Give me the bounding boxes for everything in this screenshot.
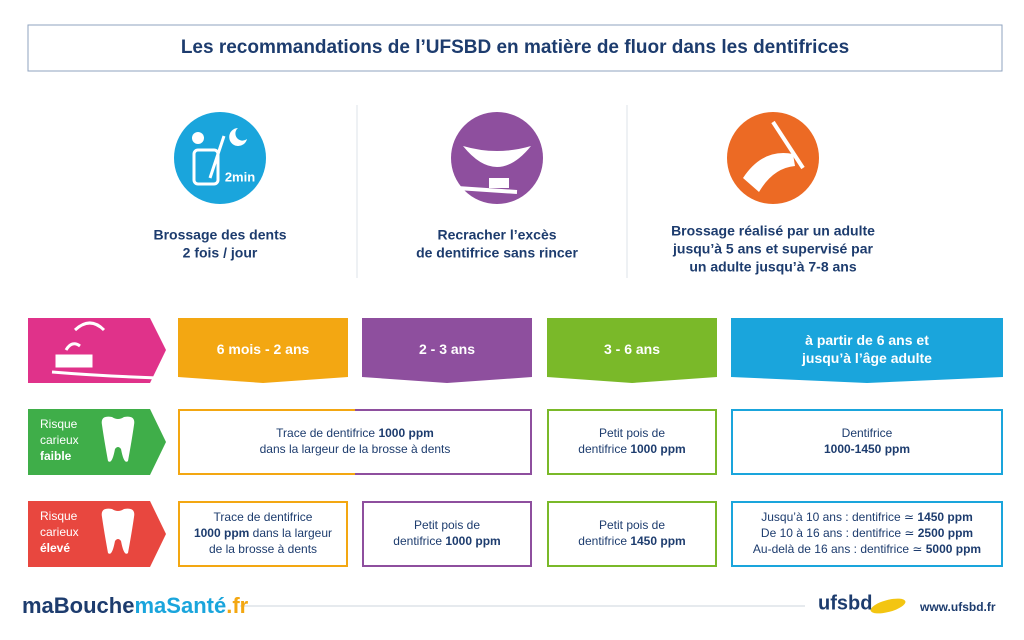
brush: [771, 120, 805, 170]
recommendation-cell: [362, 501, 532, 567]
brand-part: maBouche: [22, 593, 134, 618]
brand: maBouchemaSanté.fr: [22, 593, 249, 618]
text: De 10 à 16 ans : dentifrice ≃: [761, 526, 918, 540]
paste: [489, 178, 509, 188]
text-line: Trace de dentifrice 1000 ppm: [276, 426, 434, 440]
text-line: dentifrice 1450 ppm: [578, 534, 685, 548]
brand-part: .fr: [226, 593, 248, 618]
bold-text: 1450 ppm: [630, 534, 685, 548]
text: de la brosse à dents: [209, 542, 317, 556]
text-line: 2 fois / jour: [183, 245, 258, 261]
logo: ufsbd: [818, 592, 872, 614]
sun: [192, 132, 204, 144]
recommendation-cell: [178, 409, 532, 475]
brand-part: maSanté: [134, 593, 226, 618]
bold-text: 1000 ppm: [630, 442, 685, 456]
recommendation-cell: [731, 409, 1003, 475]
recommendation-cell: [547, 501, 717, 567]
text-line: Petit pois de: [599, 518, 665, 532]
text-line: à partir de 6 ans et: [805, 332, 929, 348]
glass: [192, 148, 220, 186]
url: www.ufsbd.fr: [919, 600, 996, 614]
risk-label: carieux: [40, 525, 79, 539]
bold-text: 1000 ppm: [378, 426, 433, 440]
brush-icon: [51, 321, 159, 380]
text-line: 1000 ppm dans la largeur: [194, 526, 332, 540]
text-line: dentifrice 1000 ppm: [393, 534, 500, 548]
text: dans la largeur de la brosse à dents: [260, 442, 451, 456]
text-line: jusqu’à l’âge adulte: [801, 350, 932, 366]
risk-label: Risque: [40, 509, 78, 523]
brush: [208, 135, 226, 179]
text-line: 6 mois - 2 ans: [217, 341, 310, 357]
hand: [743, 153, 795, 192]
text: Trace de dentifrice: [214, 510, 313, 524]
text: Petit pois de: [599, 518, 665, 532]
text-line: dentifrice 1000 ppm: [578, 442, 685, 456]
risk-label: Risque: [40, 417, 78, 431]
text-line: Recracher l’excès: [437, 227, 556, 243]
text-line: 2 - 3 ans: [419, 341, 475, 357]
text: Petit pois de: [414, 518, 480, 532]
age-banner: [547, 318, 717, 383]
text: dentifrice: [578, 534, 630, 548]
bold-text: 2500 ppm: [918, 526, 973, 540]
brush-banner: [28, 318, 166, 383]
bold-text: 1000 ppm: [194, 526, 249, 540]
text-line: Brossage des dents: [153, 227, 286, 243]
text-line: un adulte jusqu’à 7-8 ans: [689, 259, 856, 275]
age-banner: [178, 318, 348, 383]
text-line: Petit pois de: [414, 518, 480, 532]
tooth-icon: [101, 508, 135, 554]
risk-level: faible: [40, 449, 72, 463]
text-line: Dentifrice: [842, 426, 893, 440]
mouth: [463, 146, 531, 167]
brush: [456, 186, 518, 194]
title: Les recommandations de l’UFSBD en matièr…: [181, 37, 849, 58]
tip-icon: [174, 112, 266, 204]
age-banner: [362, 318, 532, 383]
text: Dentifrice: [842, 426, 893, 440]
text-line: Au-delà de 16 ans : dentifrice ≃ 5000 pp…: [753, 542, 981, 556]
moon: [229, 128, 247, 146]
text-line: de la brosse à dents: [209, 542, 317, 556]
text: dentifrice: [578, 442, 630, 456]
risk-level: élevé: [40, 541, 70, 555]
bold-text: 1450 ppm: [917, 510, 972, 524]
risk-label: carieux: [40, 433, 79, 447]
text-line: de dentifrice sans rincer: [416, 245, 578, 261]
recommendation-cell: [547, 409, 717, 475]
icon-label: 2min: [225, 169, 255, 184]
recommendation-cell: [731, 501, 1003, 567]
text-line: 1000-1450 ppm: [824, 442, 910, 456]
text-line: Brossage réalisé par un adulte: [671, 223, 875, 239]
text: dentifrice: [393, 534, 445, 548]
logo-swoosh: [870, 598, 906, 614]
text: Petit pois de: [599, 426, 665, 440]
text-line: Petit pois de: [599, 426, 665, 440]
text: Trace de dentifrice: [276, 426, 378, 440]
text: dans la largeur: [249, 526, 332, 540]
recommendation-cell: [178, 501, 348, 567]
text-line: Trace de dentifrice: [214, 510, 313, 524]
text: Jusqu’à 10 ans : dentifrice ≃: [761, 510, 917, 524]
text-line: Jusqu’à 10 ans : dentifrice ≃ 1450 ppm: [761, 510, 973, 524]
tooth-icon: [101, 416, 135, 462]
text-line: jusqu’à 5 ans et supervisé par: [672, 241, 874, 257]
text-line: dans la largeur de la brosse à dents: [260, 442, 451, 456]
bold-text: 1000-1450 ppm: [824, 442, 910, 456]
text-line: De 10 à 16 ans : dentifrice ≃ 2500 ppm: [761, 526, 973, 540]
text: Au-delà de 16 ans : dentifrice ≃: [753, 542, 926, 556]
bold-text: 1000 ppm: [445, 534, 500, 548]
bold-text: 5000 ppm: [926, 542, 981, 556]
text-line: 3 - 6 ans: [604, 341, 660, 357]
title-box: [27, 24, 1003, 72]
age-banner: [731, 318, 1003, 383]
